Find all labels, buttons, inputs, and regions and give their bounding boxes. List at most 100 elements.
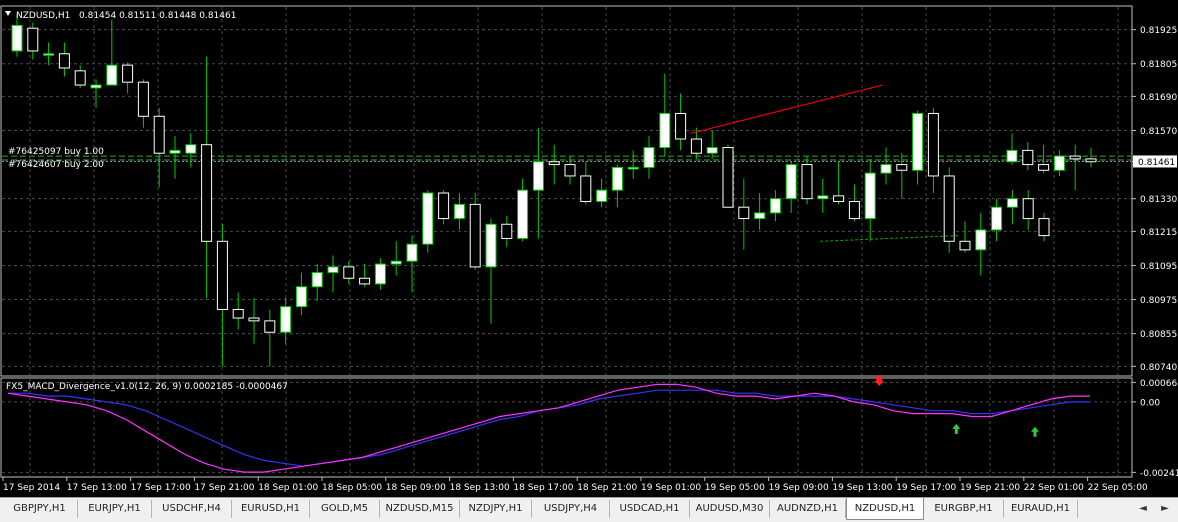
trendline[interactable] — [690, 84, 883, 134]
tab-scroll-right-icon[interactable]: ► — [1161, 503, 1169, 514]
candle-bull — [406, 243, 418, 262]
macd-line — [7, 383, 1090, 473]
indicator-tick-label: -0.002410 — [1140, 469, 1178, 479]
candle-bear — [469, 203, 481, 268]
candle-bull — [390, 260, 402, 265]
candle-bull — [880, 164, 892, 174]
time-tick-label: 19 Sep 09:00 — [769, 483, 829, 493]
candle-bull — [754, 212, 766, 220]
time-tick-label: 19 Sep 17:00 — [896, 483, 956, 493]
chart-tab[interactable]: GBPJPY,H1 — [2, 500, 78, 518]
candle-bear — [122, 64, 134, 83]
time-tick-label: 17 Sep 17:00 — [131, 483, 191, 493]
price-tick-label: 0.81925 — [1140, 26, 1177, 36]
candle-bull — [11, 24, 23, 52]
candle-bear — [359, 277, 371, 285]
divergence-arrows — [874, 375, 1039, 437]
time-tick-label: 18 Sep 01:00 — [258, 483, 318, 493]
price-tick-label: 0.81690 — [1140, 93, 1177, 103]
chart-tab[interactable]: NZDUSD,M15 — [380, 500, 460, 518]
time-tick-label: 19 Sep 21:00 — [960, 483, 1020, 493]
candle-bull — [1006, 198, 1018, 208]
chart-tab[interactable]: NZDJPY,H1 — [460, 500, 532, 518]
chart-tab[interactable]: EURAUD,H1 — [1004, 500, 1078, 518]
candle-bear — [896, 164, 908, 171]
candle-bear — [137, 81, 149, 117]
chart-canvas[interactable]: #76425097 buy 1.00 #76424607 buy 2.00 0.8… — [0, 0, 1178, 497]
candle-bear — [1022, 149, 1034, 166]
drawings[interactable] — [690, 84, 959, 242]
chart-tab[interactable]: USDJPY,H4 — [532, 500, 610, 518]
candle-bull — [169, 149, 181, 154]
current-price-label: 0.81461 — [1138, 158, 1175, 168]
tab-scroll-left-icon[interactable]: ◄ — [1139, 503, 1147, 514]
candle-bull — [453, 203, 465, 220]
candle-bear — [264, 320, 276, 333]
order-lines[interactable]: #76425097 buy 1.00 #76424607 buy 2.00 — [2, 147, 1131, 170]
candle-bull — [991, 206, 1003, 231]
time-tick-label: 17 Sep 13:00 — [67, 483, 127, 493]
price-tick-label: 0.81330 — [1140, 195, 1177, 205]
time-tick-label: 19 Sep 13:00 — [832, 483, 892, 493]
symbol-label: NZDUSD,H1 — [16, 11, 70, 21]
candle-bull — [532, 161, 544, 191]
chart-tab[interactable]: AUDUSD,M30 — [690, 500, 770, 518]
candle-bear — [201, 144, 213, 242]
indicator-axis: 0.000668 0.00 -0.002410 — [1132, 379, 1178, 479]
time-tick-label: 19 Sep 05:00 — [705, 483, 765, 493]
indicator-panel-border — [0, 377, 1133, 478]
current-price-box — [1133, 155, 1177, 168]
candle-bull — [1053, 155, 1065, 171]
candle-bear — [833, 195, 845, 203]
time-tick-label: 17 Sep 21:00 — [194, 483, 254, 493]
candle-bull — [43, 53, 55, 56]
candle-bull — [106, 64, 118, 86]
chart-tab[interactable]: EURJPY,H1 — [78, 500, 152, 518]
chart-header: NZDUSD,H1 0.81454 0.81511 0.81448 0.8146… — [5, 11, 236, 21]
candle-bear — [1022, 198, 1034, 220]
candle-bear — [1069, 155, 1081, 160]
candle-bull — [864, 172, 876, 220]
candle-bull — [295, 286, 307, 308]
candle-bear — [675, 112, 687, 140]
candle-bull — [280, 306, 292, 333]
time-tick-label: 18 Sep 21:00 — [577, 483, 637, 493]
candle-bear — [801, 164, 813, 200]
chart-tab[interactable]: USDCHF,H4 — [152, 500, 232, 518]
tab-scroll-arrows: ◄ ► — [1134, 500, 1174, 518]
candle-bear — [58, 53, 70, 69]
chart-tab[interactable]: NZDUSD,H1 — [846, 498, 924, 520]
candle-bull — [706, 147, 718, 154]
support-line[interactable] — [820, 235, 959, 242]
main-panel-border — [0, 5, 1133, 377]
candle-bull — [659, 112, 671, 149]
main-grid — [2, 7, 1131, 375]
ohlc-label: 0.81454 0.81511 0.81448 0.81461 — [79, 11, 236, 21]
candle-bear — [548, 161, 560, 166]
macd-lines — [7, 383, 1090, 473]
indicator-tick-label: 0.00 — [1140, 398, 1160, 408]
candle-bull — [817, 195, 829, 200]
candle-bear — [343, 266, 355, 279]
chart-tab[interactable]: USDCAD,H1 — [610, 500, 690, 518]
candle-bear — [1038, 218, 1050, 237]
candle-bull — [1006, 149, 1018, 163]
candle-bear — [959, 240, 971, 251]
chart-tab[interactable]: EURUSD,H1 — [232, 500, 310, 518]
price-tick-label: 0.80975 — [1140, 296, 1177, 306]
price-tick-label: 0.81095 — [1140, 262, 1177, 272]
candle-bull — [769, 198, 781, 214]
candle-bull — [311, 272, 323, 288]
chart-tab[interactable]: GOLD,M5 — [310, 500, 380, 518]
order-label: #76425097 buy 1.00 — [8, 147, 104, 157]
chart-tab[interactable]: EURGBP,H1 — [924, 500, 1004, 518]
candle-bull — [912, 112, 924, 171]
triangle-down-icon[interactable] — [5, 11, 11, 16]
candle-bear — [580, 175, 592, 203]
time-axis: 17 Sep 2014 17 Sep 13:00 17 Sep 17:00 17 Se… — [2, 477, 1148, 493]
candle-bull — [611, 166, 623, 191]
candle-bull — [517, 189, 529, 239]
candle-bear — [153, 115, 165, 154]
chart-tab[interactable]: AUDNZD,H1 — [770, 500, 846, 518]
candle-bear — [501, 223, 513, 239]
